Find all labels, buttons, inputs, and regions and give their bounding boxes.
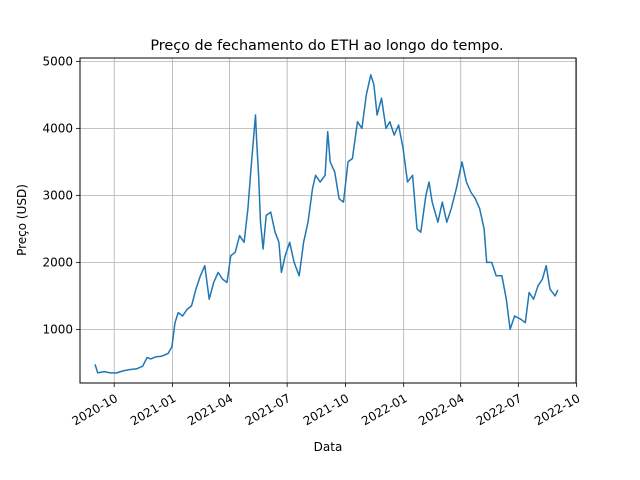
y-tick-label: 2000 <box>42 255 73 269</box>
series-line-1 <box>94 74 559 374</box>
y-axis: 1000 2000 3000 4000 5000 <box>42 54 80 336</box>
y-tick-label: 3000 <box>42 188 73 202</box>
y-tick-label: 1000 <box>42 322 73 336</box>
series-layer <box>94 74 559 374</box>
x-axis-title: Data <box>314 440 343 454</box>
y-axis-title: Preço (USD) <box>15 184 29 256</box>
plot-frame <box>79 57 577 384</box>
gridlines <box>80 58 578 383</box>
chart-title: Preço de fechamento do ETH ao longo do t… <box>150 38 503 54</box>
y-tick-label: 5000 <box>42 54 73 68</box>
y-tick-label: 4000 <box>42 121 73 135</box>
